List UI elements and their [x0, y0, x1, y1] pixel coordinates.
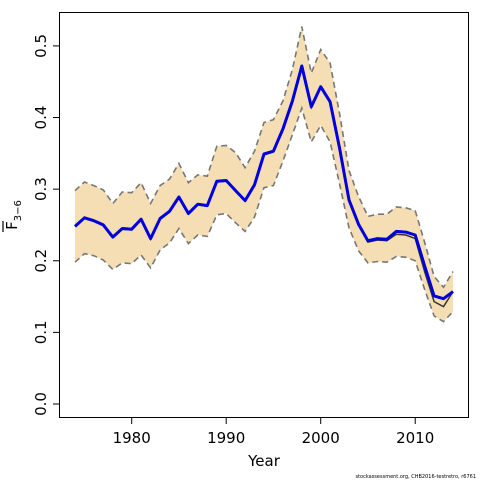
- svg-text:F3−6: F3−6: [3, 200, 24, 230]
- x-tick-label: 1980: [113, 429, 151, 447]
- confidence-band: [75, 26, 453, 322]
- y-tick-label: 0.0: [32, 392, 50, 416]
- plot-frame: [59, 12, 469, 418]
- y-tick-label: 0.1: [32, 320, 50, 344]
- credit-note: stockassessment.org, CHB2016-testretro, …: [355, 474, 476, 480]
- x-axis-title: Year: [247, 452, 281, 470]
- upper-bound-line: [74, 26, 454, 289]
- y-axis-title: F3−6: [2, 200, 24, 232]
- estimate-line: [73, 64, 454, 301]
- y-axis-title-base: F: [3, 221, 21, 230]
- y-axis-title-subscript: 3−6: [13, 200, 24, 221]
- x-tick-label: 2010: [396, 429, 434, 447]
- x-tick-label: 2000: [302, 429, 340, 447]
- x-tick-label: 1990: [207, 429, 245, 447]
- lower-bound-line: [74, 105, 454, 323]
- y-tick-label: 0.5: [32, 34, 50, 58]
- y-tick-label: 0.3: [32, 177, 50, 201]
- y-axis: 0.0 0.1 0.2 0.3 0.4 0.5: [32, 34, 60, 416]
- y-tick-label: 0.2: [32, 249, 50, 273]
- x-axis: 1980 1990 2000 2010: [113, 417, 434, 447]
- series-lines-layer: [73, 26, 454, 323]
- y-tick-label: 0.4: [32, 106, 50, 130]
- confidence-band-layer: [75, 26, 453, 322]
